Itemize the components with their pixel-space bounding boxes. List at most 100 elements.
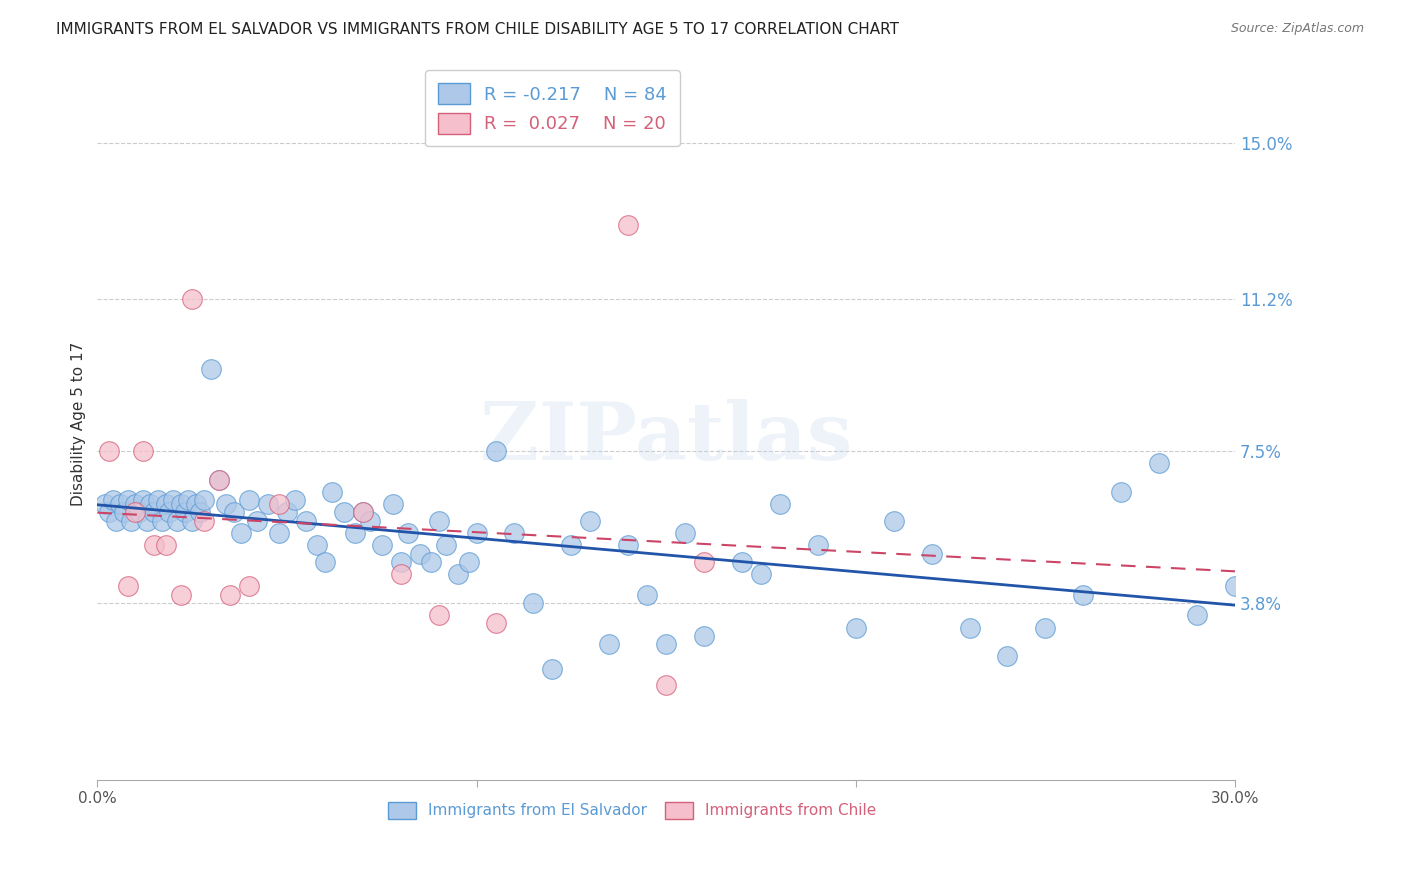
Point	[238, 493, 260, 508]
Point	[1147, 456, 1170, 470]
Point	[359, 514, 381, 528]
Point	[200, 361, 222, 376]
Point	[295, 514, 318, 528]
Point	[101, 493, 124, 508]
Y-axis label: Disability Age 5 to 17: Disability Age 5 to 17	[72, 342, 86, 506]
Point	[693, 555, 716, 569]
Point	[188, 505, 211, 519]
Point	[222, 505, 245, 519]
Point	[97, 505, 120, 519]
Point	[655, 678, 678, 692]
Point	[208, 473, 231, 487]
Point	[1071, 588, 1094, 602]
Point	[427, 514, 450, 528]
Point	[150, 514, 173, 528]
Point	[997, 649, 1019, 664]
Point	[371, 538, 394, 552]
Point	[396, 526, 419, 541]
Point	[579, 514, 602, 528]
Point	[673, 526, 696, 541]
Point	[959, 621, 981, 635]
Point	[139, 497, 162, 511]
Point	[269, 526, 291, 541]
Point	[108, 497, 131, 511]
Point	[382, 497, 405, 511]
Point	[921, 547, 943, 561]
Point	[484, 616, 506, 631]
Point	[655, 637, 678, 651]
Point	[124, 505, 146, 519]
Point	[177, 493, 200, 508]
Point	[215, 497, 238, 511]
Point	[143, 505, 166, 519]
Point	[307, 538, 329, 552]
Point	[276, 505, 298, 519]
Point	[157, 505, 180, 519]
Point	[117, 579, 139, 593]
Point	[231, 526, 253, 541]
Point	[389, 567, 412, 582]
Point	[560, 538, 582, 552]
Point	[344, 526, 367, 541]
Point	[598, 637, 620, 651]
Point	[420, 555, 443, 569]
Point	[117, 493, 139, 508]
Point	[458, 555, 481, 569]
Text: ZIPatlas: ZIPatlas	[479, 400, 852, 477]
Legend: Immigrants from El Salvador, Immigrants from Chile: Immigrants from El Salvador, Immigrants …	[382, 796, 882, 825]
Point	[484, 443, 506, 458]
Point	[121, 514, 143, 528]
Point	[269, 497, 291, 511]
Point	[181, 292, 204, 306]
Point	[184, 497, 207, 511]
Point	[845, 621, 868, 635]
Point	[94, 497, 117, 511]
Point	[617, 538, 640, 552]
Point	[146, 493, 169, 508]
Point	[193, 514, 215, 528]
Point	[162, 493, 184, 508]
Point	[105, 514, 128, 528]
Point	[352, 505, 374, 519]
Point	[883, 514, 905, 528]
Point	[208, 473, 231, 487]
Text: Source: ZipAtlas.com: Source: ZipAtlas.com	[1230, 22, 1364, 36]
Point	[731, 555, 754, 569]
Point	[166, 514, 188, 528]
Point	[617, 218, 640, 232]
Point	[173, 505, 195, 519]
Point	[465, 526, 488, 541]
Point	[636, 588, 658, 602]
Point	[170, 497, 193, 511]
Point	[128, 505, 150, 519]
Point	[257, 497, 280, 511]
Point	[219, 588, 242, 602]
Point	[408, 547, 430, 561]
Point	[541, 662, 564, 676]
Point	[389, 555, 412, 569]
Point	[97, 443, 120, 458]
Point	[321, 484, 343, 499]
Point	[238, 579, 260, 593]
Point	[333, 505, 356, 519]
Point	[1109, 484, 1132, 499]
Point	[769, 497, 792, 511]
Point	[143, 538, 166, 552]
Point	[434, 538, 457, 552]
Point	[1035, 621, 1057, 635]
Point	[427, 608, 450, 623]
Point	[124, 497, 146, 511]
Point	[503, 526, 526, 541]
Point	[1223, 579, 1246, 593]
Point	[807, 538, 830, 552]
Point	[170, 588, 193, 602]
Point	[749, 567, 772, 582]
Point	[352, 505, 374, 519]
Point	[693, 629, 716, 643]
Point	[193, 493, 215, 508]
Point	[132, 443, 155, 458]
Point	[132, 493, 155, 508]
Point	[522, 596, 544, 610]
Point	[135, 514, 157, 528]
Point	[1185, 608, 1208, 623]
